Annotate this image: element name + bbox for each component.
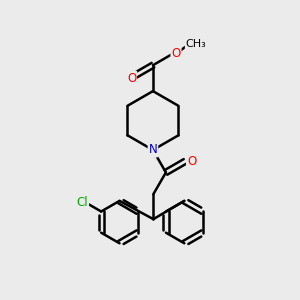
Text: O: O	[171, 46, 181, 60]
Text: O: O	[127, 72, 136, 85]
Text: N: N	[148, 143, 157, 157]
Text: Cl: Cl	[76, 196, 88, 209]
Text: CH₃: CH₃	[186, 39, 206, 50]
Text: O: O	[187, 155, 196, 168]
